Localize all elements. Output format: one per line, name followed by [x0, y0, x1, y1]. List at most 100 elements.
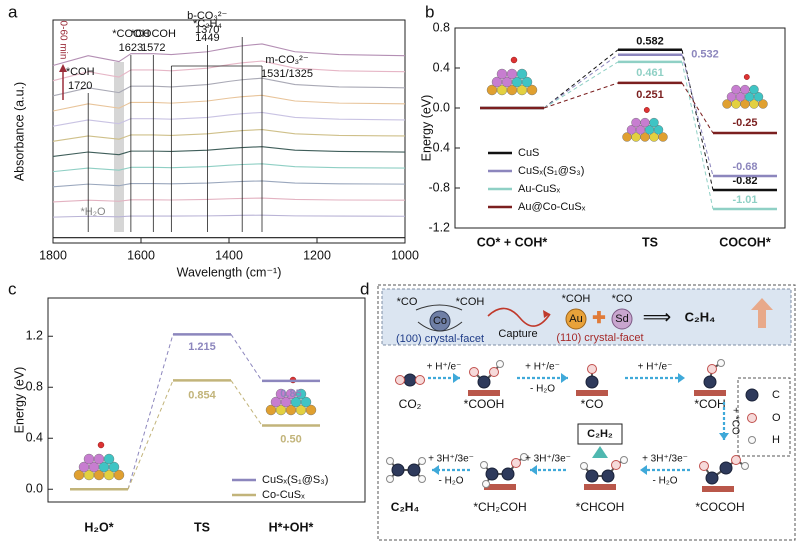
legend-label: H [772, 434, 780, 446]
annotation-position: 1720 [68, 80, 92, 92]
value-label: 0.251 [636, 89, 664, 101]
atom [97, 441, 105, 449]
spectrum [52, 214, 406, 218]
y-tick-label: 0.4 [433, 60, 450, 74]
value-label: 0.85 [280, 388, 301, 400]
h2o-band [114, 62, 124, 232]
intermediate: *COH [694, 397, 725, 411]
adsorbate: *COH [456, 296, 485, 308]
atom [731, 84, 741, 95]
intermediate: *CO [581, 397, 604, 411]
atom [653, 125, 664, 135]
surface [468, 390, 500, 396]
atom [391, 463, 405, 477]
x-tick-label: TS [642, 235, 658, 249]
cycle-arrow [417, 321, 463, 332]
step-remove: - H₂O [530, 384, 555, 395]
atom [295, 388, 307, 400]
annotation-label: m-CO₃²⁻ [265, 54, 308, 66]
value-label: 1.215 [188, 341, 216, 353]
facet: (110) crystal-facet [556, 332, 643, 344]
spectrum [52, 128, 406, 142]
panel-label: b [425, 2, 434, 21]
spectrum [52, 180, 406, 188]
atom-legend-frame [737, 377, 791, 457]
connector [127, 380, 174, 490]
surface [484, 484, 516, 490]
spectrum [52, 60, 406, 82]
value-label: 0.532 [691, 49, 719, 61]
value-label: -0.25 [732, 117, 757, 129]
atom [469, 367, 479, 377]
y-tick-label: -1.2 [428, 220, 450, 234]
site-label: Co [433, 315, 447, 327]
atom [506, 68, 518, 80]
byproduct-box [577, 423, 623, 445]
intermediate: *COCOH [695, 500, 744, 514]
surface [694, 390, 726, 396]
annotation-position: 1572 [141, 42, 165, 54]
value-label: -0.82 [732, 175, 757, 187]
y-tick-label: 0.0 [433, 100, 450, 114]
atom [745, 388, 759, 402]
annotation-label: *COH [66, 66, 95, 78]
up-arrow [751, 298, 773, 328]
spectrum [52, 77, 406, 97]
adsorbate: *CO [397, 296, 418, 308]
atom [748, 436, 756, 444]
x-tick-label: CO* + COH* [477, 235, 548, 249]
atom [511, 458, 521, 468]
atom [300, 396, 312, 408]
step-remove: - H₂O [653, 476, 678, 487]
annotation-position: 1623 [119, 42, 143, 54]
arrowhead [719, 433, 729, 440]
step-add: + 3H⁺/3e⁻ [428, 454, 474, 465]
atom [611, 460, 621, 470]
spectrum [52, 163, 406, 173]
spectrum [52, 43, 406, 67]
atom [658, 132, 668, 142]
connector [681, 49, 714, 191]
step-add: + H⁺/e⁻ [427, 362, 462, 373]
atom [719, 461, 733, 475]
triangle [592, 446, 608, 458]
intermediate: *COOH [464, 397, 505, 411]
atom [415, 375, 425, 385]
value-label: 0.854 [188, 389, 216, 401]
y-tick-label: 0.4 [26, 431, 43, 445]
x-tick-label: 1200 [303, 248, 331, 262]
intermediate: C₂H₄ [391, 500, 420, 514]
spectrum [52, 111, 406, 127]
atom [649, 117, 659, 128]
capture-arrow [487, 307, 551, 327]
connector [230, 334, 263, 382]
annotation-label: *COOH [112, 28, 149, 40]
arrowhead [530, 465, 537, 475]
x-tick-label: H*+OH* [269, 520, 314, 534]
x-tick-label: H₂O* [84, 520, 113, 534]
arrowhead [678, 373, 685, 383]
byproduct: C₂H₂ [587, 428, 613, 440]
panel-label: a [8, 2, 18, 21]
intermediate: CO₂ [399, 397, 422, 411]
x-tick-label: COCOH* [719, 235, 771, 249]
atom [758, 99, 768, 109]
connector [127, 334, 174, 490]
atom [83, 453, 95, 465]
surface [702, 486, 734, 492]
atom [643, 107, 650, 113]
adsorbate: *CO [612, 293, 633, 305]
step-add: + 3H⁺/3e⁻ [525, 454, 571, 465]
atom [418, 457, 426, 465]
atom [516, 68, 528, 80]
site-label: Sd [615, 313, 628, 325]
atom [620, 456, 628, 464]
value-label: -1.01 [732, 194, 757, 206]
legend-label: Au-CuSₓ [518, 183, 561, 195]
atom [496, 68, 508, 80]
site-label: Au [569, 313, 582, 325]
y-axis-title: Absorbance (a.u.) [12, 82, 26, 181]
atom [699, 461, 709, 471]
atom [108, 461, 120, 473]
y-tick-label: 0.8 [433, 20, 450, 34]
